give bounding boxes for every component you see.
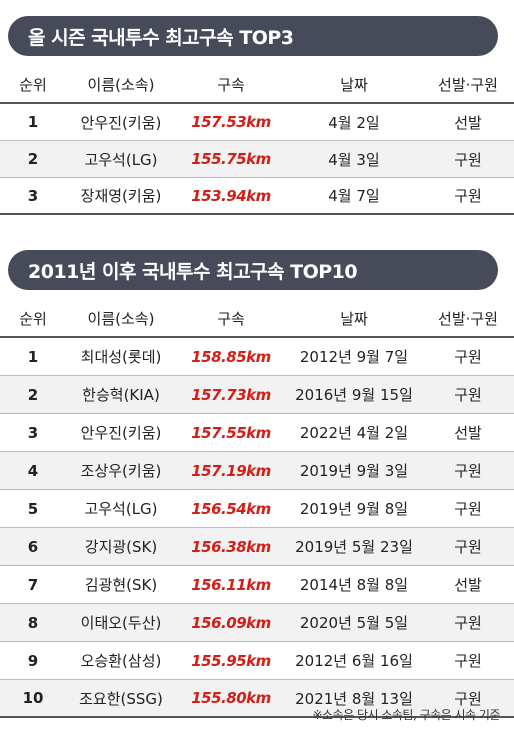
rank-cell: 1	[27, 113, 39, 131]
table-row: 6 강지광(SK) 156.38km 2019년 5월 23일 구원	[0, 528, 514, 566]
speed-cell: 155.80km	[191, 689, 271, 707]
type-cell: 구원	[454, 614, 482, 632]
top3-table: 순위 이름(소속) 구속 날짜 선발·구원 1 안우진(키움) 157.53km…	[0, 66, 514, 215]
header-name: 이름(소속)	[87, 309, 155, 328]
speed-cell: 157.55km	[191, 423, 271, 442]
name-cell: 장재영(키움)	[80, 187, 162, 205]
rank-cell: 2	[27, 150, 39, 168]
table-row: 2 고우석(LG) 155.75km 4월 3일 구원	[0, 141, 514, 178]
type-cell: 선발	[454, 113, 482, 132]
rank-cell: 2	[27, 385, 39, 404]
name-cell: 조요한(SSG)	[79, 689, 163, 708]
date-cell: 4월 3일	[328, 150, 380, 169]
date-cell: 2021년 8월 13일	[295, 689, 413, 708]
header-speed: 구속	[217, 309, 245, 328]
speed-cell: 156.09km	[191, 613, 271, 632]
type-cell: 구원	[454, 187, 482, 205]
name-cell: 안우진(키움)	[80, 113, 162, 132]
date-cell: 2012년 6월 16일	[295, 652, 413, 670]
header-type: 선발·구원	[438, 75, 498, 94]
table-row: 9 오승환(삼성) 155.95km 2012년 6월 16일 구원	[0, 642, 514, 680]
name-cell: 고우석(LG)	[84, 150, 158, 169]
rank-cell: 7	[27, 575, 39, 594]
date-cell: 2022년 4월 2일	[299, 424, 409, 442]
speed-cell: 155.75km	[191, 150, 271, 168]
section1-title-banner: 올 시즌 국내투수 최고구속 TOP3	[8, 16, 498, 56]
table-row: 1 최대성(롯데) 158.85km 2012년 9월 7일 구원	[0, 338, 514, 376]
date-cell: 2019년 9월 3일	[299, 462, 409, 480]
rank-cell: 5	[27, 499, 39, 518]
name-cell: 강지광(SK)	[84, 538, 158, 556]
type-cell: 구원	[454, 462, 482, 480]
header-date: 날짜	[340, 75, 368, 94]
table-row: 7 김광현(SK) 156.11km 2014년 8월 8일 선발	[0, 566, 514, 604]
name-cell: 한승혁(KIA)	[82, 386, 160, 404]
type-cell: 구원	[454, 348, 482, 366]
name-cell: 고우석(LG)	[84, 500, 158, 518]
header-rank: 순위	[19, 309, 47, 328]
date-cell: 4월 7일	[328, 187, 380, 205]
table-row: 3 안우진(키움) 157.55km 2022년 4월 2일 선발	[0, 414, 514, 452]
type-cell: 구원	[454, 689, 482, 708]
rank-cell: 4	[27, 461, 39, 480]
speed-cell: 157.19km	[191, 461, 271, 480]
table-row: 5 고우석(LG) 156.54km 2019년 9월 8일 구원	[0, 490, 514, 528]
speed-cell: 157.73km	[191, 385, 271, 404]
table-row: 4 조상우(키움) 157.19km 2019년 9월 3일 구원	[0, 452, 514, 490]
footnote: ※소속은 당시 소속팀, 구속은 시속 기준	[312, 708, 500, 722]
header-speed: 구속	[217, 75, 245, 94]
type-cell: 구원	[454, 538, 482, 556]
speed-cell: 156.38km	[191, 537, 271, 556]
speed-cell: 156.11km	[191, 575, 271, 594]
name-cell: 안우진(키움)	[80, 424, 162, 442]
date-cell: 2020년 5월 5일	[299, 614, 409, 632]
section2-title: 2011년 이후 국내투수 최고구속 TOP10	[28, 260, 358, 283]
name-cell: 조상우(키움)	[80, 462, 162, 480]
rank-cell: 9	[27, 651, 39, 670]
type-cell: 구원	[454, 500, 482, 518]
header-name: 이름(소속)	[87, 75, 155, 94]
table-header: 순위 이름(소속) 구속 날짜 선발·구원	[0, 66, 514, 104]
date-cell: 2012년 9월 7일	[299, 348, 409, 366]
table-row: 3 장재영(키움) 153.94km 4월 7일 구원	[0, 178, 514, 215]
name-cell: 최대성(롯데)	[80, 348, 162, 366]
date-cell: 2019년 9월 8일	[299, 500, 409, 518]
type-cell: 선발	[454, 576, 482, 594]
header-rank: 순위	[19, 75, 47, 94]
rank-cell: 6	[27, 537, 39, 556]
speed-cell: 158.85km	[191, 347, 271, 366]
type-cell: 구원	[454, 150, 482, 169]
section1-title: 올 시즌 국내투수 최고구속 TOP3	[28, 26, 294, 49]
name-cell: 이태오(두산)	[80, 614, 162, 632]
rank-cell: 10	[22, 689, 44, 707]
date-cell: 2016년 9월 15일	[295, 386, 413, 404]
table-header: 순위 이름(소속) 구속 날짜 선발·구원	[0, 300, 514, 338]
header-type: 선발·구원	[438, 309, 498, 328]
section2-title-banner: 2011년 이후 국내투수 최고구속 TOP10	[8, 250, 498, 290]
type-cell: 구원	[454, 386, 482, 404]
date-cell: 2014년 8월 8일	[299, 576, 409, 594]
type-cell: 선발	[454, 424, 482, 442]
rank-cell: 8	[27, 613, 39, 632]
header-date: 날짜	[340, 309, 368, 328]
top10-table: 순위 이름(소속) 구속 날짜 선발·구원 1 최대성(롯데) 158.85km…	[0, 300, 514, 718]
speed-cell: 157.53km	[191, 113, 271, 131]
name-cell: 오승환(삼성)	[80, 652, 162, 670]
rank-cell: 3	[27, 186, 39, 205]
rank-cell: 3	[27, 423, 39, 442]
rank-cell: 1	[27, 347, 39, 366]
table-row: 2 한승혁(KIA) 157.73km 2016년 9월 15일 구원	[0, 376, 514, 414]
table-row: 8 이태오(두산) 156.09km 2020년 5월 5일 구원	[0, 604, 514, 642]
speed-cell: 153.94km	[191, 186, 271, 205]
table-row: 1 안우진(키움) 157.53km 4월 2일 선발	[0, 104, 514, 141]
type-cell: 구원	[454, 652, 482, 670]
table-row: 10 조요한(SSG) 155.80km 2021년 8월 13일 구원	[0, 680, 514, 718]
date-cell: 2019년 5월 23일	[295, 538, 413, 556]
name-cell: 김광현(SK)	[84, 576, 158, 594]
speed-cell: 155.95km	[191, 651, 271, 670]
speed-cell: 156.54km	[191, 499, 271, 518]
date-cell: 4월 2일	[328, 113, 380, 132]
